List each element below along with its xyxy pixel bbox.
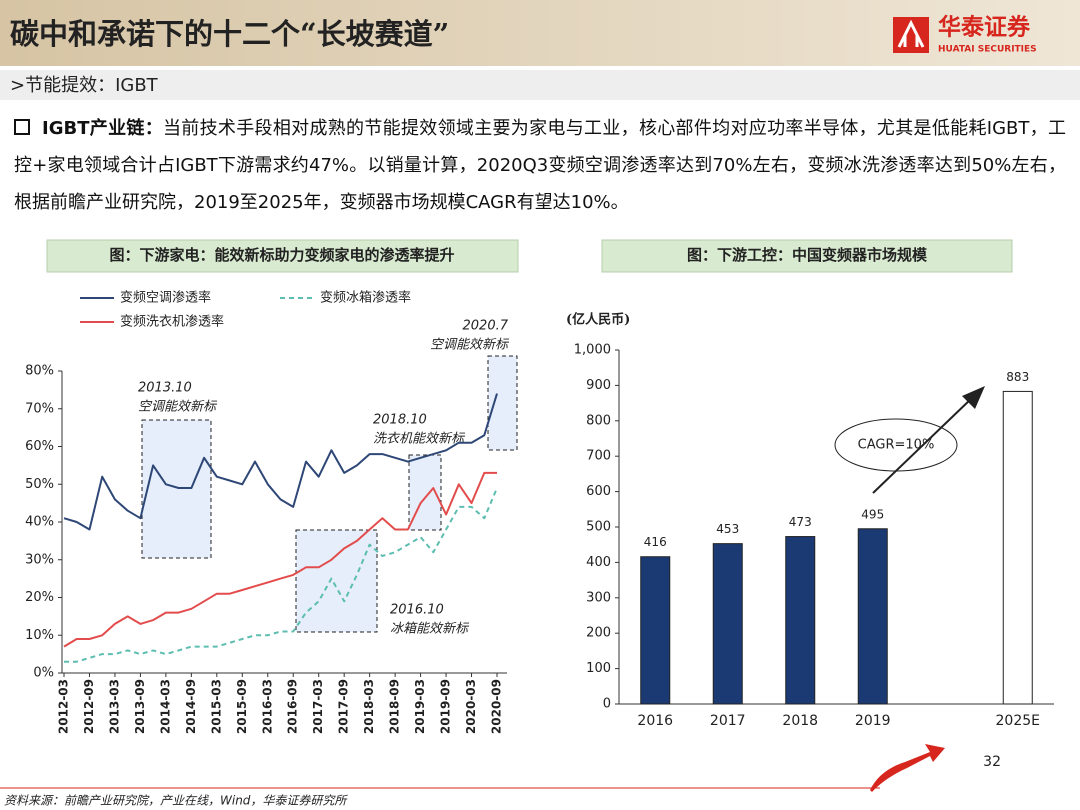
bullet-lead: IGBT产业链：: [42, 118, 163, 139]
y-tick-label: 50%: [25, 477, 54, 492]
bar-label: 453: [716, 522, 739, 536]
x-tick-label: 2014-03: [158, 679, 172, 734]
x-tick-label: 2020-09: [490, 679, 504, 734]
y-tick-label: 60%: [25, 439, 54, 454]
y-tick-label: 80%: [25, 364, 54, 379]
x-tick-label: 2013-09: [133, 679, 147, 734]
y-tick-label: 0: [603, 697, 611, 712]
logo-icon: [893, 17, 929, 53]
y-tick-label: 800: [586, 413, 611, 428]
bar-label: 473: [789, 515, 812, 529]
bullet-box: [14, 119, 30, 135]
x-tick-label: 2018-09: [388, 679, 402, 734]
bar: [785, 536, 816, 705]
y-tick-label: 700: [586, 449, 611, 464]
y-tick-label: 600: [586, 484, 611, 499]
series-line: [63, 471, 497, 648]
x-tick-label: 2014-09: [184, 679, 198, 734]
y-tick-label: 30%: [25, 552, 54, 567]
page-number: 32: [983, 754, 1001, 770]
y-tick-label: 400: [586, 555, 611, 570]
bar-label: 883: [1006, 370, 1029, 384]
x-tick-label: 2017-09: [337, 679, 351, 734]
bar-label: 495: [861, 507, 884, 521]
y-tick-label: 0%: [33, 666, 54, 681]
bar: [857, 528, 888, 705]
source: 资料来源：前瞻产业研究院，产业在线，Wind，华泰证券研究所: [4, 794, 348, 808]
legend-label: 变频空调渗透率: [120, 290, 211, 306]
logo-en: HUATAI SECURITIES: [938, 45, 1037, 55]
x-tick-label: 2017: [710, 713, 746, 729]
x-tick-label: 2019: [855, 713, 891, 729]
annotation-date: 2018.10: [373, 413, 427, 428]
annotation-label: 空调能效新标: [430, 338, 510, 353]
legend-label: 变频冰箱渗透率: [320, 290, 411, 306]
x-tick-label: 2016-03: [260, 679, 274, 734]
y-tick-label: 300: [586, 590, 611, 605]
chart-title-box: [601, 239, 1013, 273]
series-line: [64, 487, 498, 663]
x-tick-label: 2015-09: [235, 679, 249, 734]
annotation-date: 2020.7: [463, 319, 509, 334]
y-tick-label: 100: [586, 661, 611, 676]
chart-title-box: [46, 239, 519, 273]
annotation-label: 冰箱能效新标: [390, 622, 470, 637]
x-tick-label: 2016-09: [286, 679, 300, 734]
y-tick-label: 20%: [25, 590, 54, 605]
bullet-text: 当前技术手段相对成熟的节能提效领域主要为家电与工业，核心部件均对应功率半导体，尤…: [14, 118, 1066, 213]
slide-title: 碳中和承诺下的十二个“长坡赛道”: [10, 17, 449, 51]
bar: [1002, 390, 1033, 705]
annotation-date: 2013.10: [138, 381, 192, 396]
logo-text: 华泰证券: [938, 14, 1031, 41]
x-tick-label: 2013-03: [107, 679, 121, 734]
y-tick-label: 900: [586, 378, 611, 393]
bullet: IGBT产业链：当前技术手段相对成熟的节能提效领域主要为家电与工业，核心部件均对…: [14, 110, 1066, 221]
x-tick-label: 2012-09: [82, 679, 96, 734]
y-tick-label: 1,000: [574, 343, 611, 358]
decor-arrow: [870, 744, 945, 792]
annotation-box: [487, 355, 518, 451]
x-tick-label: 2018: [782, 713, 818, 729]
annotation-label: 空调能效新标: [138, 400, 218, 415]
section-bar: [0, 70, 1080, 100]
bar-label: 416: [644, 535, 667, 549]
annotation-label: 洗衣机能效新标: [373, 432, 466, 447]
annotation-box: [141, 419, 212, 559]
annotation-date: 2016.10: [390, 603, 444, 618]
y-tick-label: 70%: [25, 401, 54, 416]
x-tick-label: 2016: [637, 713, 673, 729]
y-tick-label: 10%: [25, 628, 54, 643]
x-tick-label: 2018-03: [362, 679, 376, 734]
y-axis-label: (亿人民币): [566, 312, 630, 328]
bar: [712, 543, 743, 705]
section-title: >节能提效：IGBT: [10, 75, 159, 96]
annotation-box: [295, 529, 378, 633]
y-tick-label: 500: [586, 520, 611, 535]
legend-label: 变频洗衣机渗透率: [120, 314, 224, 330]
y-tick-label: 200: [586, 626, 611, 641]
chart-title: 图：下游家电：能效新标助力变频家电的渗透率提升: [109, 246, 454, 264]
x-tick-label: 2020-03: [464, 679, 478, 734]
y-tick-label: 40%: [25, 515, 54, 530]
x-tick-label: 2017-03: [311, 679, 325, 734]
annotation: CAGR=10%: [858, 438, 935, 453]
x-tick-label: 2012-03: [57, 679, 71, 734]
annotation-arrowhead: [962, 386, 985, 409]
x-tick-label: 2025E: [996, 713, 1040, 729]
annotation-arrow: [872, 397, 973, 494]
bar: [640, 556, 671, 705]
series-line: [63, 393, 498, 531]
chart-title: 图：下游工控：中国变频器市场规模: [687, 246, 928, 264]
x-tick-label: 2015-03: [209, 679, 223, 734]
x-tick-label: 2019-09: [439, 679, 453, 734]
x-tick-label: 2019-03: [413, 679, 427, 734]
